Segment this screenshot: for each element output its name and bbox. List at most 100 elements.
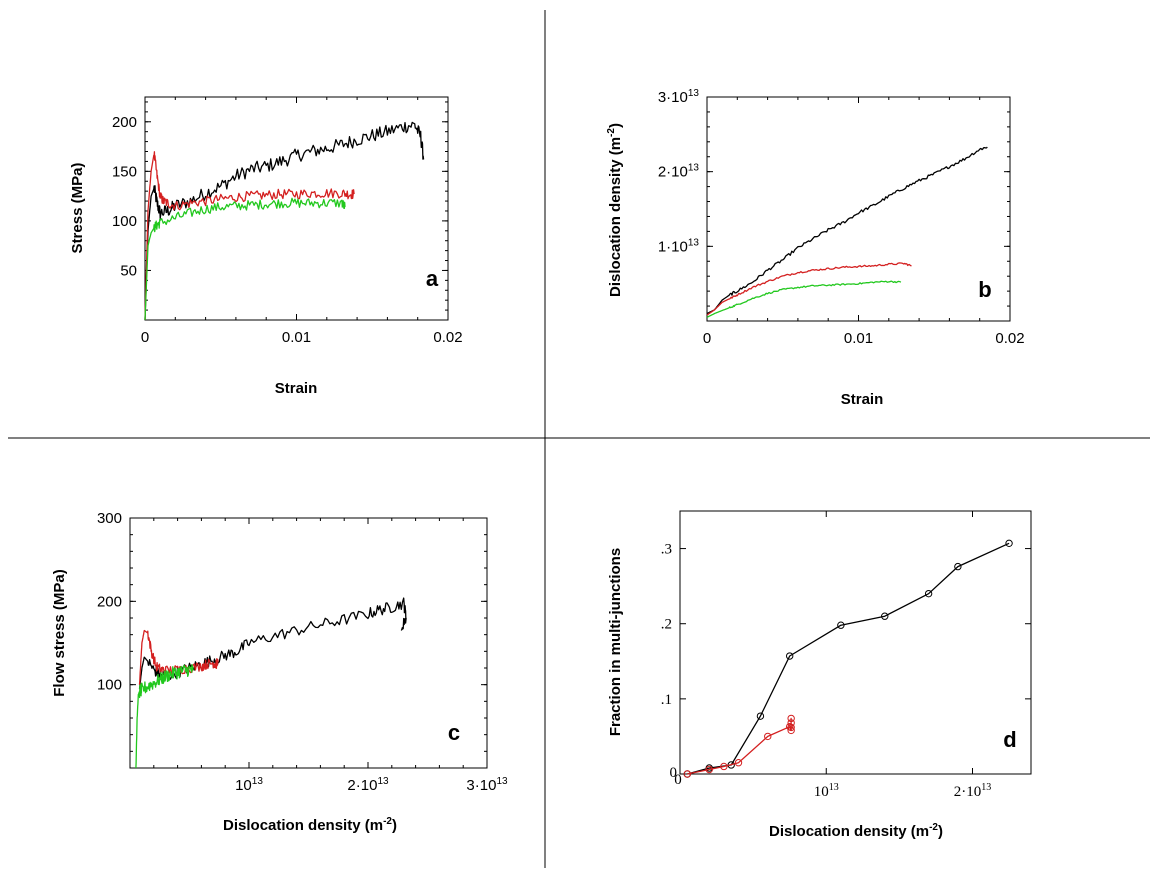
x-tick-label-c-1: 2·1013 xyxy=(347,776,389,794)
x-tick-label-d-1: 1013 xyxy=(814,782,839,800)
y-tick-label-d-0: 0 xyxy=(670,765,678,781)
y-tick-label-c-1: 200 xyxy=(97,593,122,610)
data-point-d-1-3 xyxy=(734,759,743,767)
x-axis-title-a: Strain xyxy=(275,380,318,397)
x-tick-label-c-0-exponent: 13 xyxy=(252,776,264,787)
series-b xyxy=(706,146,988,318)
y-tick-label-b-2: 3·1013 xyxy=(658,88,700,106)
data-point-d-0-4 xyxy=(785,652,794,660)
x-tick-label-d-1-exponent: 13 xyxy=(829,782,839,793)
panel-letter-b: b xyxy=(978,277,991,302)
data-point-d-0-9 xyxy=(1005,539,1013,548)
plot-frame-d xyxy=(679,510,1032,775)
series-a xyxy=(144,121,425,321)
data-point-d-1-8 xyxy=(787,714,795,723)
x-tick-label-b-1: 0.01 xyxy=(844,330,873,347)
x-tick-label-d-0: 0 xyxy=(674,772,682,788)
series-line-d-1 xyxy=(687,717,792,775)
x-axis-title-d: Dislocation density (m-2) xyxy=(769,822,943,840)
x-tick-label-a-2: 0.02 xyxy=(433,329,462,346)
y-tick-label-b-2-exponent: 13 xyxy=(688,88,700,99)
series-line-c-2 xyxy=(135,664,194,769)
y-axis-title-d: Fraction in multi-junctions xyxy=(607,548,624,736)
y-tick-label-d-1: .1 xyxy=(661,692,672,708)
x-tick-label-c-1-base: 2·10 xyxy=(347,777,377,794)
x-axis-title-c: Dislocation density (m-2) xyxy=(223,816,397,834)
panel-letter-d: d xyxy=(1003,727,1016,752)
y-tick-label-a-2: 150 xyxy=(112,163,137,180)
data-point-d-1-1 xyxy=(705,765,713,774)
panel-letter-a: a xyxy=(426,266,439,291)
x-tick-label-d-2-exponent: 13 xyxy=(981,782,991,793)
y-axis-title-a: Stress (MPa) xyxy=(69,163,86,254)
data-point-d-0-7 xyxy=(924,589,933,598)
series-d xyxy=(683,539,1013,778)
series-line-b-0 xyxy=(706,146,988,315)
data-point-d-0-5 xyxy=(837,621,845,629)
y-tick-label-b-2-base: 3·10 xyxy=(658,89,688,106)
ticks-a: 0 0.01 0.02 50 100 150 200 xyxy=(112,97,463,346)
x-axis-title-d-close: ) xyxy=(938,823,943,840)
series-line-a-1 xyxy=(144,151,355,321)
x-tick-label-c-0-base: 10 xyxy=(235,777,252,794)
x-tick-label-d-2-base: 2·10 xyxy=(954,784,982,800)
y-tick-label-b-1-exponent: 13 xyxy=(688,163,700,174)
series-c xyxy=(135,597,407,769)
y-tick-label-c-0: 100 xyxy=(97,677,122,694)
y-axis-title-b-exponent: -2 xyxy=(606,128,617,137)
x-tick-label-b-0: 0 xyxy=(703,330,711,347)
y-tick-label-b-1-base: 2·10 xyxy=(658,164,688,181)
y-tick-label-a-0: 50 xyxy=(120,262,137,279)
data-point-d-1-2 xyxy=(720,762,728,771)
x-axis-title-b: Strain xyxy=(841,391,884,408)
data-point-d-1-6 xyxy=(787,726,795,735)
y-tick-label-b-0-base: 1·10 xyxy=(658,238,688,255)
x-axis-title-d-text: Dislocation density (m xyxy=(769,823,929,840)
y-tick-label-d-3: .3 xyxy=(661,542,672,558)
y-tick-label-c-2: 300 xyxy=(97,510,122,527)
data-point-d-0-3 xyxy=(756,712,765,720)
data-point-d-1-9 xyxy=(787,723,795,732)
x-tick-label-d-2: 2·1013 xyxy=(954,782,992,800)
x-axis-title-c-exponent: -2 xyxy=(383,816,392,827)
series-line-b-1 xyxy=(706,262,912,316)
y-tick-label-b-1: 2·1013 xyxy=(658,163,700,181)
x-tick-label-a-1: 0.01 xyxy=(282,329,311,346)
x-tick-label-c-2: 3·1013 xyxy=(466,776,508,794)
x-axis-title-c-text: Dislocation density (m xyxy=(223,817,383,834)
y-axis-title-b-text: Dislocation density (m xyxy=(607,137,624,297)
series-line-d-0 xyxy=(687,542,1010,775)
y-tick-label-d-2: .2 xyxy=(661,617,672,633)
x-tick-label-a-0: 0 xyxy=(141,329,149,346)
y-axis-title-b-close: ) xyxy=(607,123,624,128)
y-tick-label-a-1: 100 xyxy=(112,213,137,230)
series-line-a-0 xyxy=(144,121,425,321)
data-point-d-0-8 xyxy=(954,562,962,571)
panel-letter-c: c xyxy=(448,720,460,745)
data-point-d-0-6 xyxy=(881,612,889,620)
x-tick-label-c-2-exponent: 13 xyxy=(496,776,508,787)
x-axis-title-c-close: ) xyxy=(392,817,397,834)
panel-a: 0 0.01 0.02 50 100 150 200 Strain Stress (MPa)… xyxy=(69,96,463,397)
y-tick-label-b-0-exponent: 13 xyxy=(688,237,700,248)
series-line-c-1 xyxy=(138,629,219,685)
series-line-b-2 xyxy=(706,280,902,318)
y-tick-label-b-0: 1·1013 xyxy=(658,237,700,255)
plot-frame-c xyxy=(129,517,488,769)
data-point-d-1-0 xyxy=(683,770,692,778)
x-tick-label-d-1-base: 10 xyxy=(814,784,829,800)
y-axis-title-c: Flow stress (MPa) xyxy=(51,569,68,697)
x-tick-label-c-0: 1013 xyxy=(235,776,263,794)
y-tick-label-a-3: 200 xyxy=(112,114,137,131)
series-line-a-2 xyxy=(144,197,346,321)
x-tick-label-b-2: 0.02 xyxy=(995,330,1024,347)
series-line-c-0 xyxy=(138,597,407,689)
x-axis-title-d-exponent: -2 xyxy=(929,822,938,833)
